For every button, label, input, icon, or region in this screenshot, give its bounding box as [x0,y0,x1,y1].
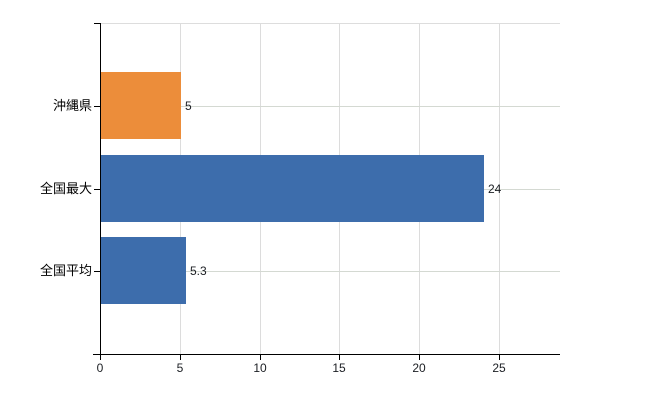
y-axis-tick [94,106,100,107]
bar-沖縄県 [101,72,181,139]
gridline-horizontal [101,271,560,272]
x-axis-tick [339,355,340,360]
x-axis-tick [260,355,261,360]
x-tick-label: 0 [96,361,104,375]
x-tick-label: 20 [412,361,426,375]
x-axis-tick [100,355,101,360]
value-label: 5 [185,99,192,113]
gridline-vertical [499,23,500,354]
y-axis-tick [94,271,100,272]
bar-全国最大 [101,155,484,222]
y-axis-tick [94,189,100,190]
category-label: 全国平均 [39,263,92,278]
y-axis-line [100,23,101,355]
x-axis-tick [180,355,181,360]
bar-全国平均 [101,237,186,304]
x-axis-tick [419,355,420,360]
y-axis-tick [94,23,100,24]
x-axis-tick [499,355,500,360]
x-axis-line [93,354,560,355]
gridline-horizontal [101,23,560,24]
category-label: 全国最大 [39,181,92,196]
category-label: 沖縄県 [52,98,92,113]
value-label: 5.3 [190,264,207,278]
x-tick-label: 25 [492,361,506,375]
x-tick-label: 5 [176,361,184,375]
gridline-horizontal [101,106,560,107]
x-tick-label: 10 [253,361,267,375]
value-label: 24 [488,182,502,196]
x-tick-label: 15 [332,361,346,375]
